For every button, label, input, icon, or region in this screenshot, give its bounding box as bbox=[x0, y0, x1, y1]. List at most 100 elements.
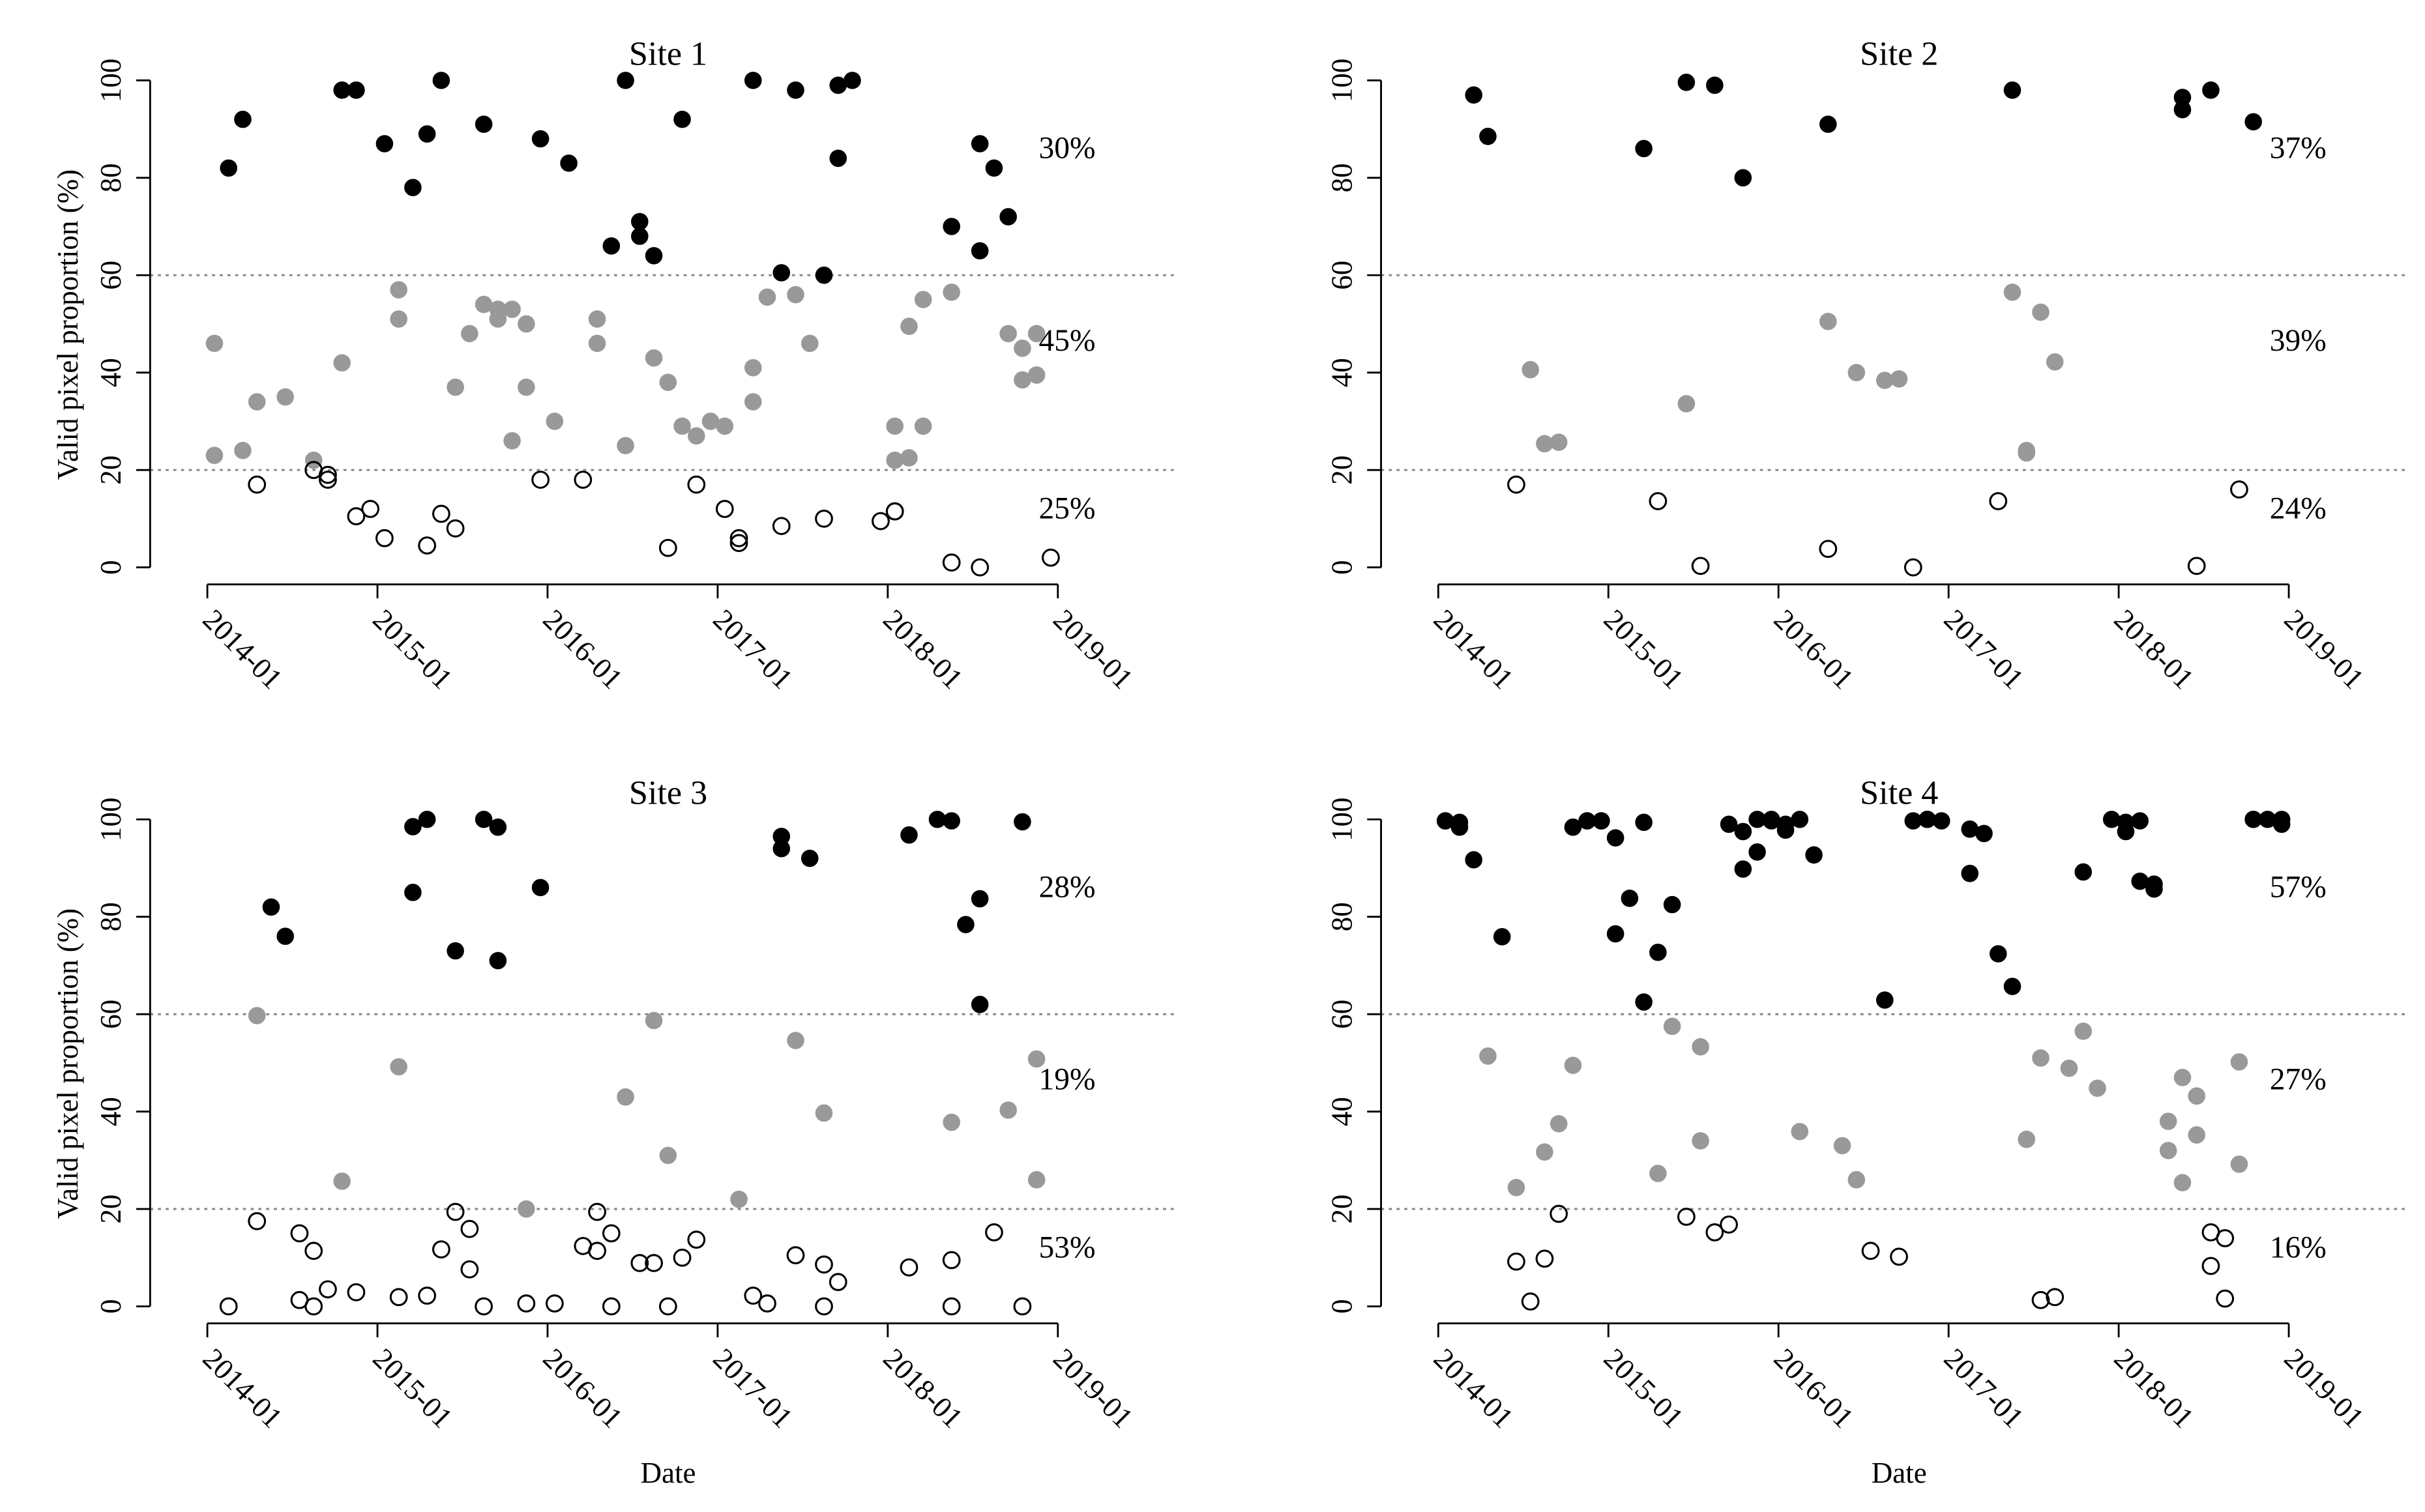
data-point bbox=[2216, 1289, 2235, 1308]
data-point bbox=[1847, 364, 1866, 381]
data-point bbox=[971, 135, 989, 153]
data-point bbox=[659, 373, 677, 391]
data-point bbox=[772, 839, 791, 858]
data-point bbox=[617, 72, 634, 89]
data-point bbox=[531, 471, 550, 489]
data-point bbox=[631, 212, 649, 231]
data-point bbox=[1550, 1204, 1568, 1223]
data-point bbox=[715, 500, 734, 518]
band-share-label: 45% bbox=[1039, 324, 1096, 358]
data-point bbox=[2074, 863, 2093, 881]
data-point bbox=[914, 417, 932, 435]
data-point bbox=[347, 1283, 366, 1301]
data-point bbox=[645, 1011, 663, 1030]
data-point bbox=[772, 517, 791, 535]
data-point bbox=[1564, 818, 1582, 836]
data-point bbox=[829, 1273, 847, 1292]
data-point bbox=[659, 1146, 677, 1165]
data-point bbox=[1535, 1249, 1554, 1268]
data-point bbox=[886, 417, 904, 435]
data-point bbox=[290, 1224, 309, 1243]
data-point bbox=[1635, 813, 1653, 832]
data-point bbox=[630, 1254, 649, 1272]
data-point bbox=[446, 1202, 465, 1221]
data-point bbox=[518, 315, 535, 333]
panel: 0 20 40 60 80 100 2014-01 2015-01 2016-01 2017-01… bbox=[51, 36, 1176, 695]
data-point bbox=[475, 810, 493, 828]
data-point bbox=[1734, 169, 1752, 187]
data-point bbox=[418, 536, 437, 555]
x-tick-label: 2017-01 bbox=[1938, 603, 2031, 695]
band-share-label: 16% bbox=[2270, 1230, 2327, 1264]
band-share-label: 30% bbox=[1039, 132, 1096, 166]
x-tick-label: 2016-01 bbox=[536, 603, 629, 695]
data-point bbox=[687, 1230, 706, 1249]
data-point bbox=[220, 159, 237, 177]
data-point bbox=[943, 1113, 960, 1131]
data-point bbox=[787, 285, 804, 304]
data-point bbox=[1521, 1292, 1540, 1311]
data-point bbox=[1507, 1178, 1525, 1197]
data-point bbox=[971, 995, 989, 1013]
data-point bbox=[631, 227, 649, 245]
data-point bbox=[1635, 139, 1653, 158]
data-point bbox=[432, 72, 450, 89]
data-point bbox=[815, 266, 833, 284]
data-point bbox=[801, 334, 819, 353]
data-point bbox=[1536, 1143, 1553, 1161]
y-tick-label: 40 bbox=[95, 1097, 127, 1126]
data-point bbox=[1975, 824, 1993, 843]
data-point bbox=[446, 519, 465, 538]
data-point bbox=[1550, 433, 1568, 451]
data-point bbox=[2145, 875, 2163, 893]
data-point bbox=[361, 500, 380, 518]
data-point bbox=[390, 310, 407, 328]
x-tick-label: 2015-01 bbox=[366, 1342, 459, 1434]
data-point bbox=[1989, 945, 2007, 963]
data-point bbox=[1677, 1208, 1696, 1226]
data-point bbox=[205, 446, 224, 465]
data-point bbox=[531, 879, 550, 897]
y-tick-label: 40 bbox=[1325, 358, 1358, 387]
data-point bbox=[943, 284, 960, 301]
data-point bbox=[390, 1058, 407, 1076]
data-point bbox=[560, 154, 578, 172]
panel: 0 20 40 60 80 100 2014-01 2015-01 2016-01 2017-01… bbox=[51, 775, 1176, 1489]
y-tick-label: 100 bbox=[1325, 797, 1358, 841]
data-point bbox=[1720, 1215, 1738, 1234]
data-point bbox=[248, 393, 266, 411]
data-point bbox=[588, 334, 606, 353]
data-point bbox=[1465, 86, 1482, 104]
data-point bbox=[1550, 1115, 1568, 1133]
data-point bbox=[319, 471, 337, 489]
data-point bbox=[2102, 810, 2121, 828]
data-point bbox=[333, 1172, 351, 1190]
data-point bbox=[844, 72, 861, 89]
data-point bbox=[787, 81, 804, 99]
data-point bbox=[942, 1297, 961, 1316]
data-point bbox=[900, 317, 918, 335]
data-point bbox=[1748, 843, 1766, 861]
data-point bbox=[503, 432, 521, 450]
y-tick-label: 80 bbox=[95, 902, 127, 931]
y-tick-label: 40 bbox=[1325, 1097, 1358, 1126]
data-point bbox=[985, 159, 1003, 177]
data-point bbox=[1890, 1247, 1908, 1266]
data-point bbox=[447, 378, 464, 396]
data-point bbox=[744, 1287, 763, 1305]
data-point bbox=[943, 812, 960, 830]
data-point bbox=[602, 237, 621, 255]
data-point bbox=[2230, 1156, 2248, 1173]
data-point bbox=[1734, 822, 1752, 841]
data-point bbox=[673, 417, 691, 435]
data-point bbox=[1663, 895, 1681, 914]
y-tick-label: 80 bbox=[1325, 163, 1358, 192]
x-tick-label: 2016-01 bbox=[1768, 603, 1860, 695]
x-tick-label: 2016-01 bbox=[536, 1342, 629, 1434]
data-point bbox=[787, 1032, 804, 1049]
band-share-label: 24% bbox=[2270, 492, 2327, 526]
data-point bbox=[815, 1297, 833, 1316]
data-point bbox=[786, 1246, 805, 1264]
data-point bbox=[744, 393, 762, 411]
